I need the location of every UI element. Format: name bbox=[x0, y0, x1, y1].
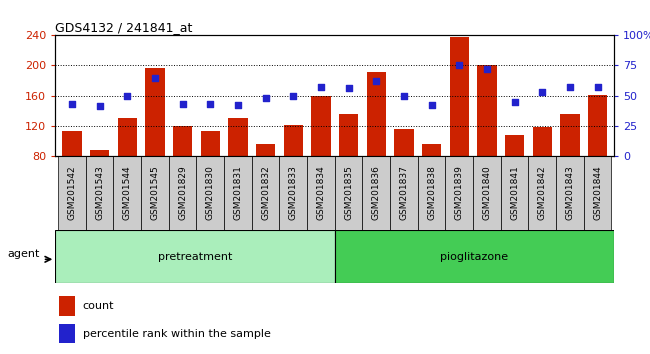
Text: GSM201844: GSM201844 bbox=[593, 166, 602, 220]
Bar bbox=[58, 156, 86, 230]
Text: count: count bbox=[83, 301, 114, 311]
Text: GSM201841: GSM201841 bbox=[510, 166, 519, 220]
Text: GSM201843: GSM201843 bbox=[566, 166, 575, 220]
Bar bbox=[418, 156, 445, 230]
Bar bbox=[532, 127, 552, 156]
Point bbox=[67, 101, 77, 107]
Text: agent: agent bbox=[8, 249, 40, 259]
Bar bbox=[55, 230, 335, 283]
Text: GSM201839: GSM201839 bbox=[455, 165, 464, 221]
Bar bbox=[528, 156, 556, 230]
Bar bbox=[584, 156, 612, 230]
Point bbox=[205, 101, 215, 107]
Point bbox=[510, 99, 520, 104]
Bar bbox=[62, 131, 81, 156]
Bar bbox=[196, 156, 224, 230]
Point bbox=[316, 84, 326, 90]
Bar bbox=[141, 156, 169, 230]
Text: GSM201840: GSM201840 bbox=[482, 166, 491, 220]
Bar bbox=[335, 156, 363, 230]
Bar bbox=[228, 118, 248, 156]
Text: GSM201836: GSM201836 bbox=[372, 165, 381, 221]
Point bbox=[288, 93, 298, 98]
Text: GSM201832: GSM201832 bbox=[261, 166, 270, 220]
Point bbox=[343, 86, 354, 91]
Point bbox=[482, 66, 492, 72]
Point bbox=[150, 75, 160, 80]
Text: pretreatment: pretreatment bbox=[158, 252, 232, 262]
Bar bbox=[367, 72, 386, 156]
Text: GSM201834: GSM201834 bbox=[317, 166, 326, 220]
Text: GSM201830: GSM201830 bbox=[205, 165, 214, 221]
Text: GSM201544: GSM201544 bbox=[123, 166, 132, 220]
Bar bbox=[224, 156, 252, 230]
Text: GSM201835: GSM201835 bbox=[344, 165, 353, 221]
Text: GDS4132 / 241841_at: GDS4132 / 241841_at bbox=[55, 21, 192, 34]
Bar bbox=[118, 118, 137, 156]
Bar bbox=[201, 131, 220, 156]
Bar bbox=[113, 156, 141, 230]
Text: GSM201837: GSM201837 bbox=[400, 165, 408, 221]
Bar bbox=[500, 156, 528, 230]
Point bbox=[94, 104, 105, 109]
Bar bbox=[59, 324, 75, 343]
Bar bbox=[473, 156, 500, 230]
Bar bbox=[280, 156, 307, 230]
Point bbox=[177, 101, 188, 107]
Bar bbox=[90, 150, 109, 156]
Bar bbox=[556, 156, 584, 230]
Bar bbox=[311, 96, 331, 156]
Point bbox=[233, 102, 243, 108]
Text: GSM201833: GSM201833 bbox=[289, 165, 298, 221]
Point bbox=[261, 95, 271, 101]
Bar bbox=[283, 125, 303, 156]
Bar bbox=[477, 65, 497, 156]
Point bbox=[398, 93, 409, 98]
Point bbox=[426, 102, 437, 108]
Point bbox=[537, 89, 547, 95]
Bar bbox=[505, 135, 525, 156]
Bar bbox=[422, 144, 441, 156]
Bar bbox=[173, 126, 192, 156]
Point bbox=[371, 78, 382, 84]
Bar bbox=[59, 296, 75, 315]
Text: pioglitazone: pioglitazone bbox=[441, 252, 508, 262]
Bar bbox=[445, 156, 473, 230]
Text: GSM201829: GSM201829 bbox=[178, 166, 187, 220]
Bar bbox=[363, 156, 390, 230]
Bar bbox=[588, 95, 607, 156]
Bar bbox=[395, 129, 413, 156]
Bar bbox=[335, 230, 614, 283]
Point bbox=[565, 84, 575, 90]
Bar bbox=[390, 156, 418, 230]
Text: GSM201543: GSM201543 bbox=[95, 166, 104, 220]
Bar bbox=[169, 156, 196, 230]
Text: GSM201545: GSM201545 bbox=[150, 166, 159, 220]
Point bbox=[592, 84, 603, 90]
Bar bbox=[256, 144, 275, 156]
Bar bbox=[560, 114, 580, 156]
Text: GSM201831: GSM201831 bbox=[233, 165, 242, 221]
Bar bbox=[252, 156, 280, 230]
Text: GSM201838: GSM201838 bbox=[427, 165, 436, 221]
Text: GSM201542: GSM201542 bbox=[68, 166, 76, 220]
Text: percentile rank within the sample: percentile rank within the sample bbox=[83, 329, 270, 339]
Bar bbox=[339, 114, 358, 156]
Point bbox=[122, 93, 133, 98]
Text: GSM201842: GSM201842 bbox=[538, 166, 547, 220]
Point bbox=[454, 63, 465, 68]
Bar bbox=[145, 68, 164, 156]
Bar bbox=[307, 156, 335, 230]
Bar bbox=[86, 156, 113, 230]
Bar bbox=[450, 37, 469, 156]
